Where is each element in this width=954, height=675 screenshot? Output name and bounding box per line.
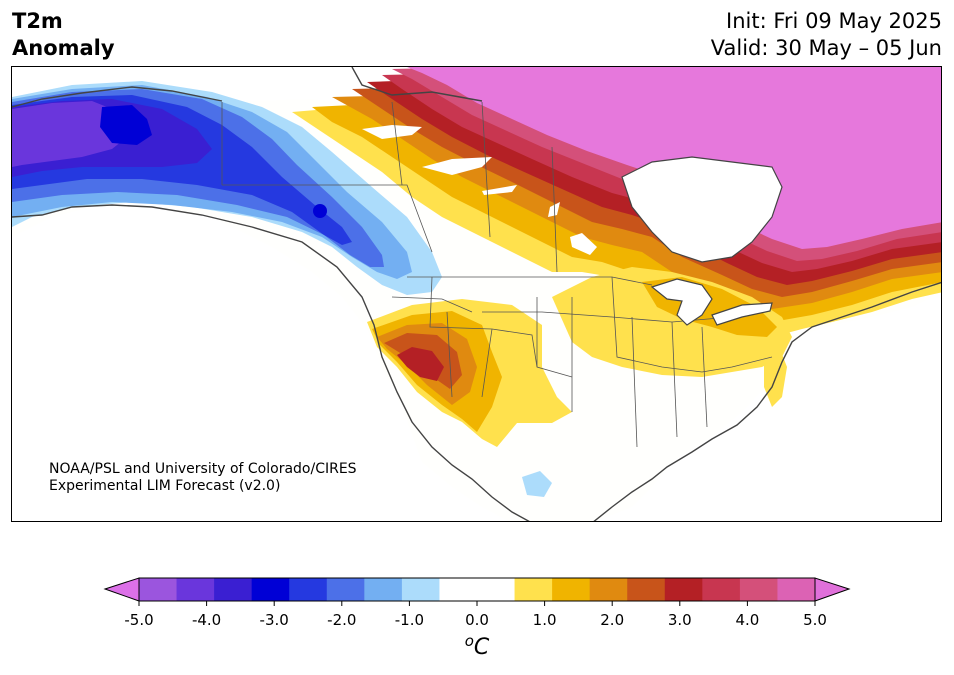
colorbar-bin — [552, 578, 591, 601]
great-slave-lake — [422, 157, 492, 175]
colorbar-bin — [777, 578, 816, 601]
colorbar: -5.0 -4.0 -3.0 -2.0 -1.0 0.0 1.0 2.0 3.0 4.0 5.0 o… — [0, 570, 954, 671]
map-title-line2: Anomaly — [12, 36, 115, 60]
lake-winnipeg — [570, 233, 597, 255]
colorbar-bin — [401, 578, 440, 601]
colorbar-tick-label: 5.0 — [803, 611, 827, 629]
anomaly-map: NOAA/PSL and University of Colorado/CIRE… — [11, 66, 942, 522]
init-date: Init: Fri 09 May 2025 — [726, 9, 942, 33]
colorbar-tick-label: -1.0 — [395, 611, 424, 629]
colorbar-tick-label: 2.0 — [600, 611, 624, 629]
colorbar-bin — [214, 578, 253, 601]
map-title-line1: T2m — [12, 9, 63, 33]
colorbar-tick-label: -5.0 — [124, 611, 153, 629]
colorbar-over-arrow — [814, 577, 851, 602]
anomaly-map-canvas — [12, 67, 941, 521]
valid-range: Valid: 30 May – 05 Jun — [710, 36, 942, 60]
colorbar-bin — [589, 578, 628, 601]
lake-erie-ontario — [711, 302, 773, 326]
state-borders — [221, 101, 773, 448]
colorbar-bin — [139, 578, 178, 601]
colorbar-bin — [664, 578, 703, 601]
colorbar-bin — [176, 578, 215, 601]
cold-core-bc — [313, 204, 327, 218]
colorbar-svg: -5.0 -4.0 -3.0 -2.0 -1.0 0.0 1.0 2.0 3.0 4.0 5.0 o… — [103, 577, 851, 660]
colorbar-tick-label: -3.0 — [260, 611, 289, 629]
colorbar-tick-label: 1.0 — [533, 611, 557, 629]
great-bear-lake — [362, 125, 422, 139]
credit-line1: NOAA/PSL and University of Colorado/CIRE… — [49, 461, 357, 477]
colorbar-bin — [439, 578, 478, 601]
colorbar-tick-label: -4.0 — [192, 611, 221, 629]
colorbar-bin — [739, 578, 778, 601]
colorbar-bin — [251, 578, 290, 601]
colorbar-tick-label: -2.0 — [327, 611, 356, 629]
hudson-bay — [621, 156, 783, 263]
colorbar-tick-label: 0.0 — [465, 611, 489, 629]
reindeer-lake — [548, 202, 560, 217]
credit-text: NOAA/PSL and University of Colorado/CIRE… — [49, 461, 357, 495]
colorbar-under-arrow — [103, 577, 140, 602]
forecast-dates: Init: Fri 09 May 2025 Valid: 30 May – 05… — [711, 8, 942, 62]
warm-core — [407, 67, 941, 249]
colorbar-bin — [477, 578, 516, 601]
colorbar-bin — [514, 578, 553, 601]
colorbar-unit: oC — [465, 632, 490, 660]
coastlines — [12, 67, 941, 521]
map-title: T2m Anomaly — [12, 8, 115, 62]
credit-line2: Experimental LIM Forecast (v2.0) — [49, 478, 281, 494]
colorbar-bin — [289, 578, 328, 601]
colorbar-bin — [326, 578, 365, 601]
sw-warm-core — [397, 347, 444, 381]
great-lakes — [650, 278, 713, 326]
mexico-cold-spot — [522, 471, 552, 497]
colorbar-bin — [702, 578, 741, 601]
colorbar-tick-label: 3.0 — [668, 611, 692, 629]
lake-athabasca — [482, 185, 517, 195]
colorbar-bin — [627, 578, 666, 601]
colorbar-tick-label: 4.0 — [735, 611, 759, 629]
colorbar-bin — [364, 578, 403, 601]
cold-core-alaska — [100, 105, 152, 145]
